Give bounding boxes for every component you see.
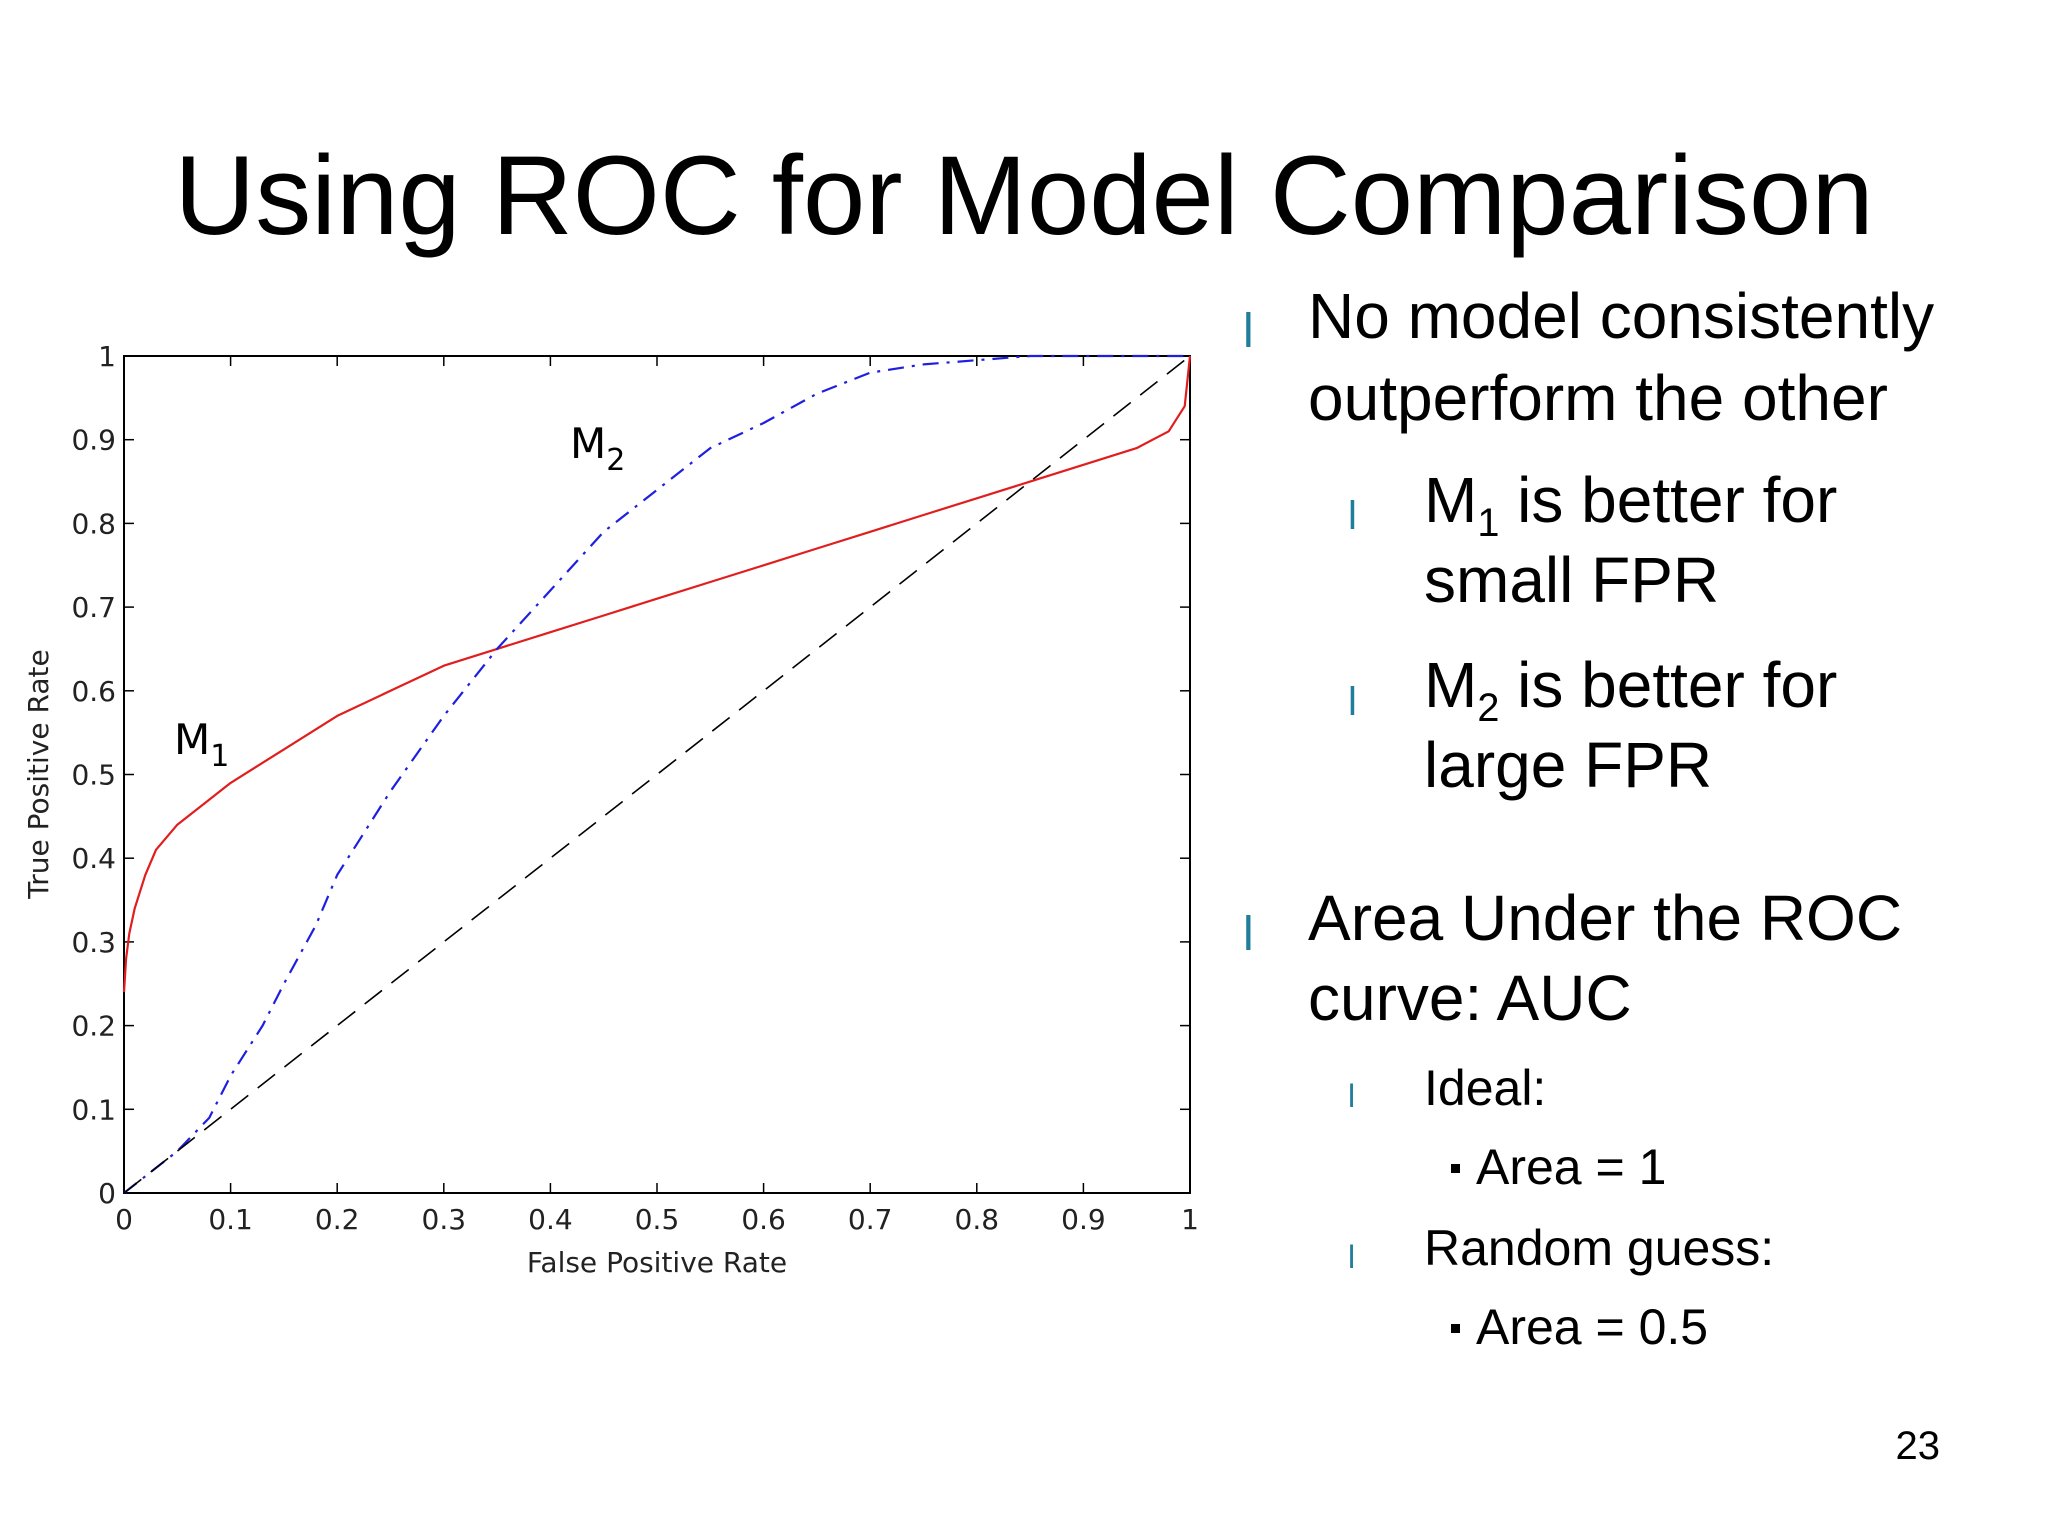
m2-label-main: M xyxy=(570,419,606,468)
bullet-rest: is better for xyxy=(1499,464,1838,536)
bullet-marker: l xyxy=(1348,494,1357,538)
bullet-text: small FPR xyxy=(1424,544,1720,616)
x-tick-label: 0.4 xyxy=(528,1203,573,1236)
x-tick-label: 0.7 xyxy=(848,1203,893,1236)
bullet-marker: l xyxy=(1243,305,1254,358)
random-guess-diagonal xyxy=(123,355,1191,1194)
m1-curve xyxy=(122,355,1192,993)
roc-chart: 0 0.1 0.2 0.3 0.4 0.5 0.6 0.7 0.8 0.9 1 0 0.1 0.2 0.3 0… xyxy=(22,340,1199,1279)
x-tick-label: 0.5 xyxy=(635,1203,680,1236)
x-tick-label: 0.3 xyxy=(422,1203,467,1236)
y-axis-label: True Positive Rate xyxy=(22,649,55,899)
square-bullet-icon xyxy=(1451,1164,1460,1173)
y-tick-label: 0.3 xyxy=(71,926,116,959)
m1-label-sub: 1 xyxy=(210,739,229,774)
bullet-text: curve: AUC xyxy=(1308,962,1632,1034)
model-subscript: 2 xyxy=(1477,685,1500,730)
y-tick-label: 1 xyxy=(98,340,116,373)
m1-curve-label: M1 xyxy=(174,715,229,774)
m1-label-main: M xyxy=(174,715,210,764)
x-tick-label: 1 xyxy=(1181,1203,1199,1236)
axis-ticks: 0 0.1 0.2 0.3 0.4 0.5 0.6 0.7 0.8 0.9 1 0 0.1 0.2 0.3 0… xyxy=(71,340,1198,1236)
x-tick-label: 0.2 xyxy=(315,1203,360,1236)
model-name: M xyxy=(1424,649,1478,721)
m2-curve-label: M2 xyxy=(570,419,625,478)
bullet-marker: l xyxy=(1348,680,1357,724)
x-tick-label: 0.1 xyxy=(208,1203,253,1236)
bullet-text: outperform the other xyxy=(1308,362,1888,434)
y-tick-label: 0.4 xyxy=(71,842,116,875)
model-subscript: 1 xyxy=(1477,500,1500,545)
y-tick-label: 0.7 xyxy=(71,591,116,624)
bullet-text: M2 is better for xyxy=(1424,643,1838,730)
y-tick-label: 0.8 xyxy=(71,507,116,540)
bullet-marker: l xyxy=(1348,1239,1356,1275)
y-tick-label: 0.9 xyxy=(71,424,116,457)
bullet-text: large FPR xyxy=(1424,729,1713,801)
x-tick-label: 0 xyxy=(115,1203,133,1236)
bullet-text: Area = 1 xyxy=(1476,1139,1667,1195)
bullet-text: Ideal: xyxy=(1424,1060,1547,1116)
curves xyxy=(122,354,1192,1194)
bullet-text: No model consistently xyxy=(1308,280,1935,352)
m2-curve xyxy=(123,354,1190,1194)
slide-title: Using ROC for Model Comparison xyxy=(174,133,1874,258)
x-tick-label: 0.8 xyxy=(955,1203,1000,1236)
y-tick-label: 0.2 xyxy=(71,1010,116,1043)
page-number: 23 xyxy=(1895,1424,1941,1468)
bullet-text: Random guess: xyxy=(1424,1220,1775,1276)
bullet-rest: is better for xyxy=(1499,649,1838,721)
bullet-marker: l xyxy=(1243,908,1254,961)
y-tick-label: 0.1 xyxy=(71,1093,116,1126)
model-name: M xyxy=(1424,464,1478,536)
x-tick-label: 0.9 xyxy=(1061,1203,1106,1236)
x-tick-label: 0.6 xyxy=(741,1203,786,1236)
y-tick-label: 0 xyxy=(98,1177,116,1210)
y-tick-label: 0.6 xyxy=(71,675,116,708)
m2-label-sub: 2 xyxy=(606,443,625,478)
bullet-text: Area = 0.5 xyxy=(1476,1299,1709,1355)
bullet-marker: l xyxy=(1348,1078,1356,1114)
x-axis-label: False Positive Rate xyxy=(527,1246,787,1279)
square-bullet-icon xyxy=(1451,1324,1460,1333)
y-tick-label: 0.5 xyxy=(71,759,116,792)
bullet-text: M1 is better for xyxy=(1424,458,1838,545)
bullet-text: Area Under the ROC xyxy=(1308,882,1903,954)
